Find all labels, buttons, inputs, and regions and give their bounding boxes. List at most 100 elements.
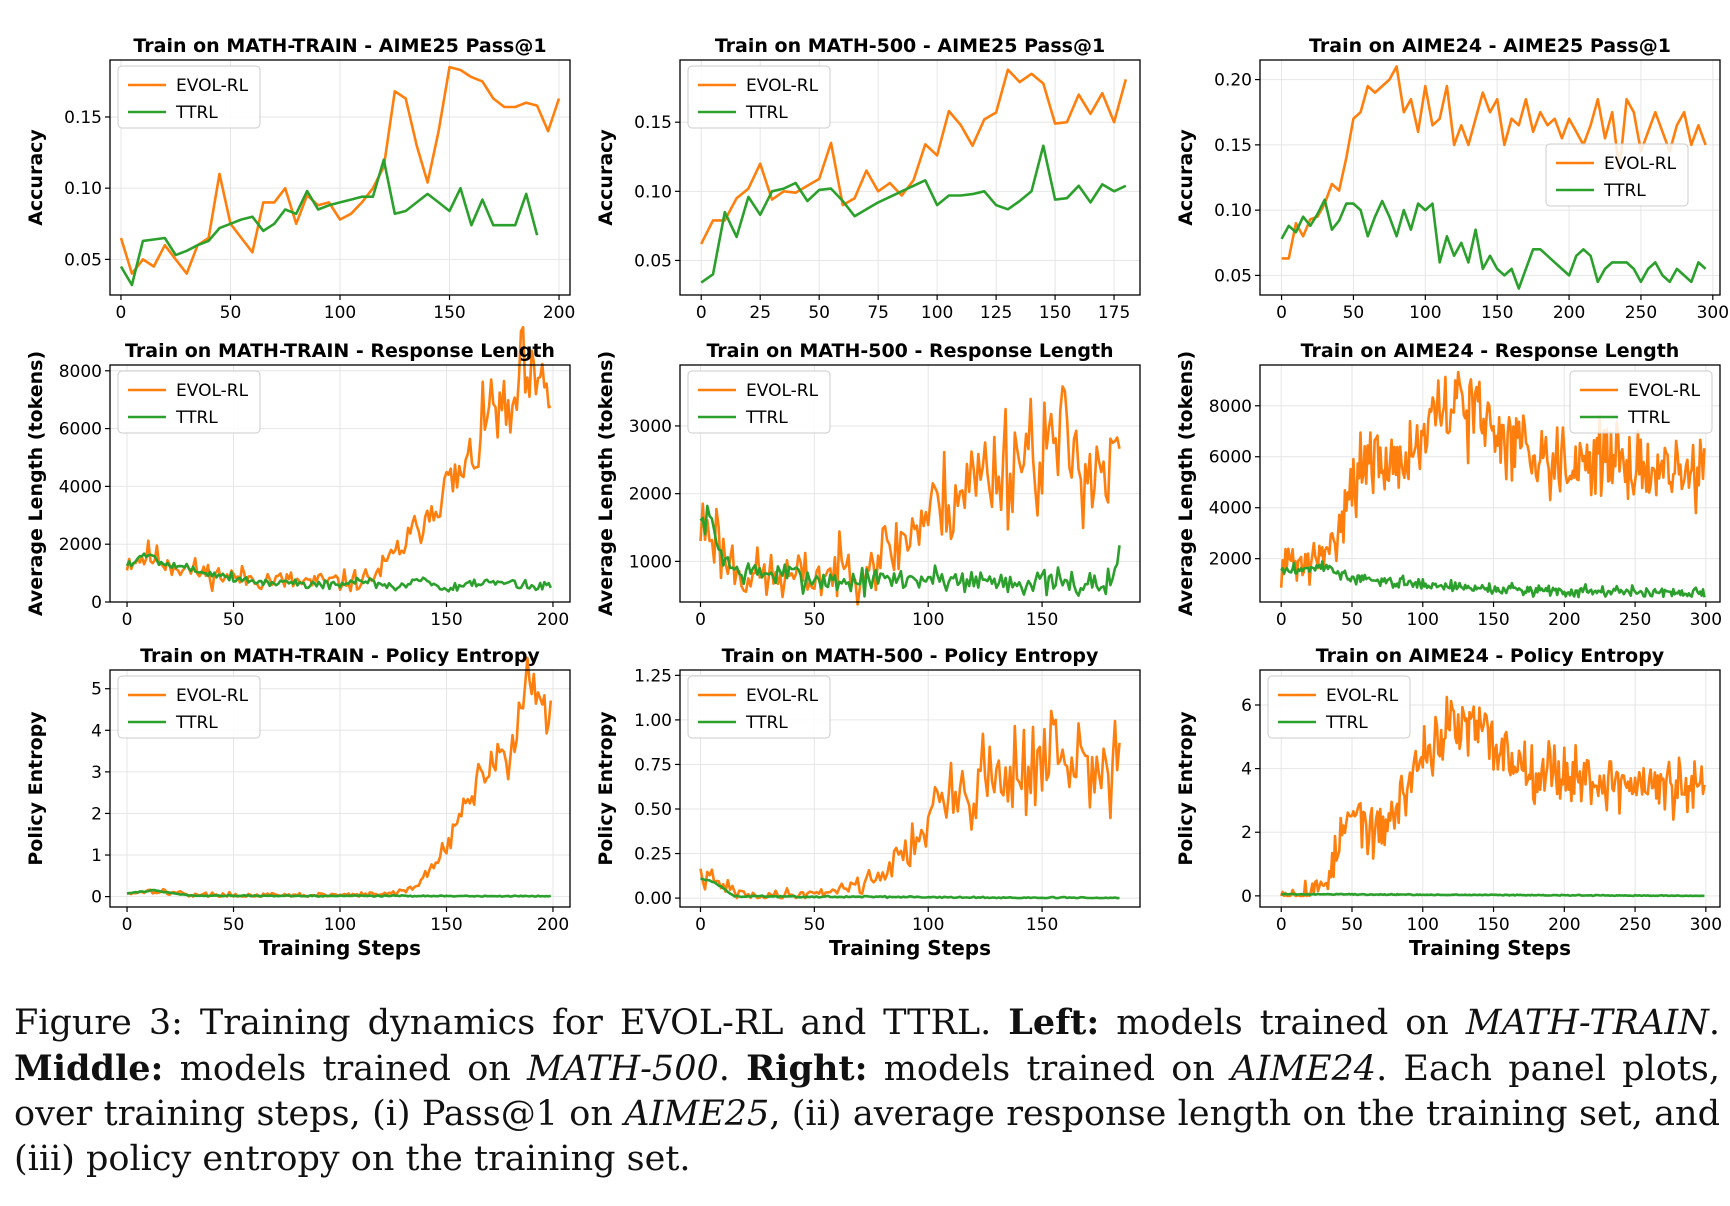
axes-frame <box>679 364 1141 603</box>
legend-evol-rl-label: EVOL-RL <box>176 381 249 401</box>
x-tick-label: 50 <box>220 303 242 323</box>
ttrl-series-line <box>700 144 1127 284</box>
y-tick-label: 0 <box>91 888 102 908</box>
y-axis-label: Average Length (tokens) <box>1175 351 1197 616</box>
legend: EVOL-RL TTRL <box>687 65 831 129</box>
y-tick-label: 0.15 <box>634 113 672 133</box>
axes-frame <box>679 59 1141 296</box>
y-tick-label: 0.10 <box>1214 201 1252 221</box>
x-tick-label: 200 <box>543 303 575 323</box>
legend: EVOL-RL TTRL <box>687 675 831 739</box>
y-tick-label: 1.00 <box>634 711 672 731</box>
chart-panel: 0 25 50 75 100 125 150 175 0.05 0.10 0.15 Train on … <box>595 35 1141 323</box>
legend-ttrl-label: TTRL <box>175 713 218 733</box>
chart-title: Train on AIME24 - Policy Entropy <box>1316 645 1665 667</box>
x-axis-label: Training Steps <box>1409 936 1571 960</box>
x-tick-label: 0 <box>695 610 706 630</box>
y-tick-label: 1.25 <box>634 666 672 686</box>
evol-rl-series-line <box>1281 65 1707 260</box>
legend-evol-rl-label: EVOL-RL <box>1628 381 1701 401</box>
y-tick-label: 0.50 <box>634 800 672 820</box>
x-tick-label: 150 <box>1026 915 1058 935</box>
legend-ttrl-label: TTRL <box>745 408 788 428</box>
x-tick-label: 175 <box>1098 303 1130 323</box>
x-tick-label: 0 <box>116 303 127 323</box>
chart-panel: 0 50 100 150 200 250 300 0.05 0.10 0.15 0.20 Train … <box>1175 35 1729 323</box>
ttrl-series-line <box>700 877 1120 900</box>
x-tick-label: 150 <box>1026 610 1058 630</box>
legend-evol-rl-label: EVOL-RL <box>176 686 249 706</box>
ttrl-series-line <box>125 552 552 593</box>
legend-ttrl-label: TTRL <box>1325 713 1368 733</box>
figure-caption: Figure 3: Training dynamics for EVOL-RL … <box>14 1000 1720 1182</box>
x-tick-label: 150 <box>1039 303 1071 323</box>
y-tick-label: 0.05 <box>634 251 672 271</box>
chart-panel: 0 50 100 150 200 0.05 0.10 0.15 Train on MATH-TR… <box>25 35 575 323</box>
x-tick-label: 125 <box>980 303 1012 323</box>
caption-right-text: models trained on <box>867 1049 1232 1089</box>
chart-panel: 0 50 100 150 200 250 300 0 2 4 6 Train on AIME24 - … <box>1175 645 1722 960</box>
y-axis-label: Policy Entropy <box>595 711 617 866</box>
y-tick-label: 4000 <box>59 477 102 497</box>
caption-tail-1: . Each panel plots, over training steps,… <box>14 1049 1720 1134</box>
y-tick-label: 2 <box>91 804 102 824</box>
x-tick-label: 100 <box>1407 610 1439 630</box>
y-tick-label: 0.25 <box>634 845 672 865</box>
x-tick-label: 100 <box>324 303 356 323</box>
chart-title: Train on MATH-500 - Policy Entropy <box>722 645 1099 667</box>
y-tick-label: 2 <box>1241 823 1252 843</box>
legend-evol-rl-label: EVOL-RL <box>1604 154 1677 174</box>
x-tick-label: 200 <box>537 915 569 935</box>
x-tick-label: 200 <box>1548 610 1580 630</box>
y-axis-label: Accuracy <box>595 129 617 226</box>
x-tick-label: 200 <box>1553 303 1585 323</box>
evol-rl-series-line <box>125 325 552 593</box>
legend-evol-rl-label: EVOL-RL <box>746 686 819 706</box>
caption-period-1: . <box>1708 1003 1720 1043</box>
legend-evol-rl-label: EVOL-RL <box>746 381 819 401</box>
legend-evol-rl-label: EVOL-RL <box>1326 686 1399 706</box>
caption-left-text: models trained on <box>1099 1003 1466 1043</box>
legend-evol-rl-label: EVOL-RL <box>746 76 819 96</box>
caption-tail-2: , (ii) average response length on the tr… <box>14 1094 1720 1179</box>
x-tick-label: 150 <box>433 303 465 323</box>
legend: EVOL-RL TTRL <box>1569 370 1713 434</box>
y-tick-label: 4 <box>91 721 102 741</box>
caption-intro: Training dynamics for EVOL-RL and TTRL. <box>182 1003 1009 1043</box>
ttrl-series-line <box>119 158 539 287</box>
x-tick-label: 300 <box>1690 915 1722 935</box>
legend-ttrl-label: TTRL <box>175 103 218 123</box>
chart-panel: 0 50 100 150 200 0 1 2 3 4 5 Train on MATH-TRAIN - … <box>25 645 571 960</box>
evol-rl-series-line <box>119 65 561 275</box>
y-tick-label: 3000 <box>629 417 672 437</box>
ttrl-series-line <box>1281 892 1705 898</box>
y-axis-label: Average Length (tokens) <box>595 351 617 616</box>
legend: EVOL-RL TTRL <box>1545 143 1689 207</box>
y-axis-label: Average Length (tokens) <box>25 351 47 616</box>
axes-frame <box>1259 669 1721 908</box>
chart-title: Train on MATH-TRAIN - Response Length <box>125 340 555 362</box>
chart-panel: 0 50 100 150 0.00 0.25 0.50 0.75 1.00 1.25 Train o… <box>595 645 1141 960</box>
evol-rl-series-line <box>699 709 1121 900</box>
y-tick-label: 0.05 <box>1214 266 1252 286</box>
y-tick-label: 0 <box>1241 887 1252 907</box>
y-axis-label: Policy Entropy <box>1175 711 1197 866</box>
caption-left-label: Left: <box>1008 1002 1100 1043</box>
caption-aime25: AIME25 <box>624 1094 770 1134</box>
y-tick-label: 0.00 <box>634 889 672 909</box>
chart-panel: 0 50 100 150 1000 2000 3000 Train on MATH-500 -… <box>595 340 1141 630</box>
x-tick-label: 50 <box>223 610 245 630</box>
x-tick-label: 0 <box>696 303 707 323</box>
x-tick-label: 150 <box>430 610 462 630</box>
y-tick-label: 0.75 <box>634 755 672 775</box>
evol-rl-series-line <box>1279 370 1706 588</box>
y-tick-label: 0.15 <box>64 108 102 128</box>
y-tick-label: 6000 <box>59 420 102 440</box>
y-tick-label: 0.10 <box>634 182 672 202</box>
y-tick-label: 4000 <box>1209 499 1252 519</box>
y-tick-label: 2000 <box>59 535 102 555</box>
x-tick-label: 50 <box>804 915 826 935</box>
x-tick-label: 50 <box>1341 610 1363 630</box>
